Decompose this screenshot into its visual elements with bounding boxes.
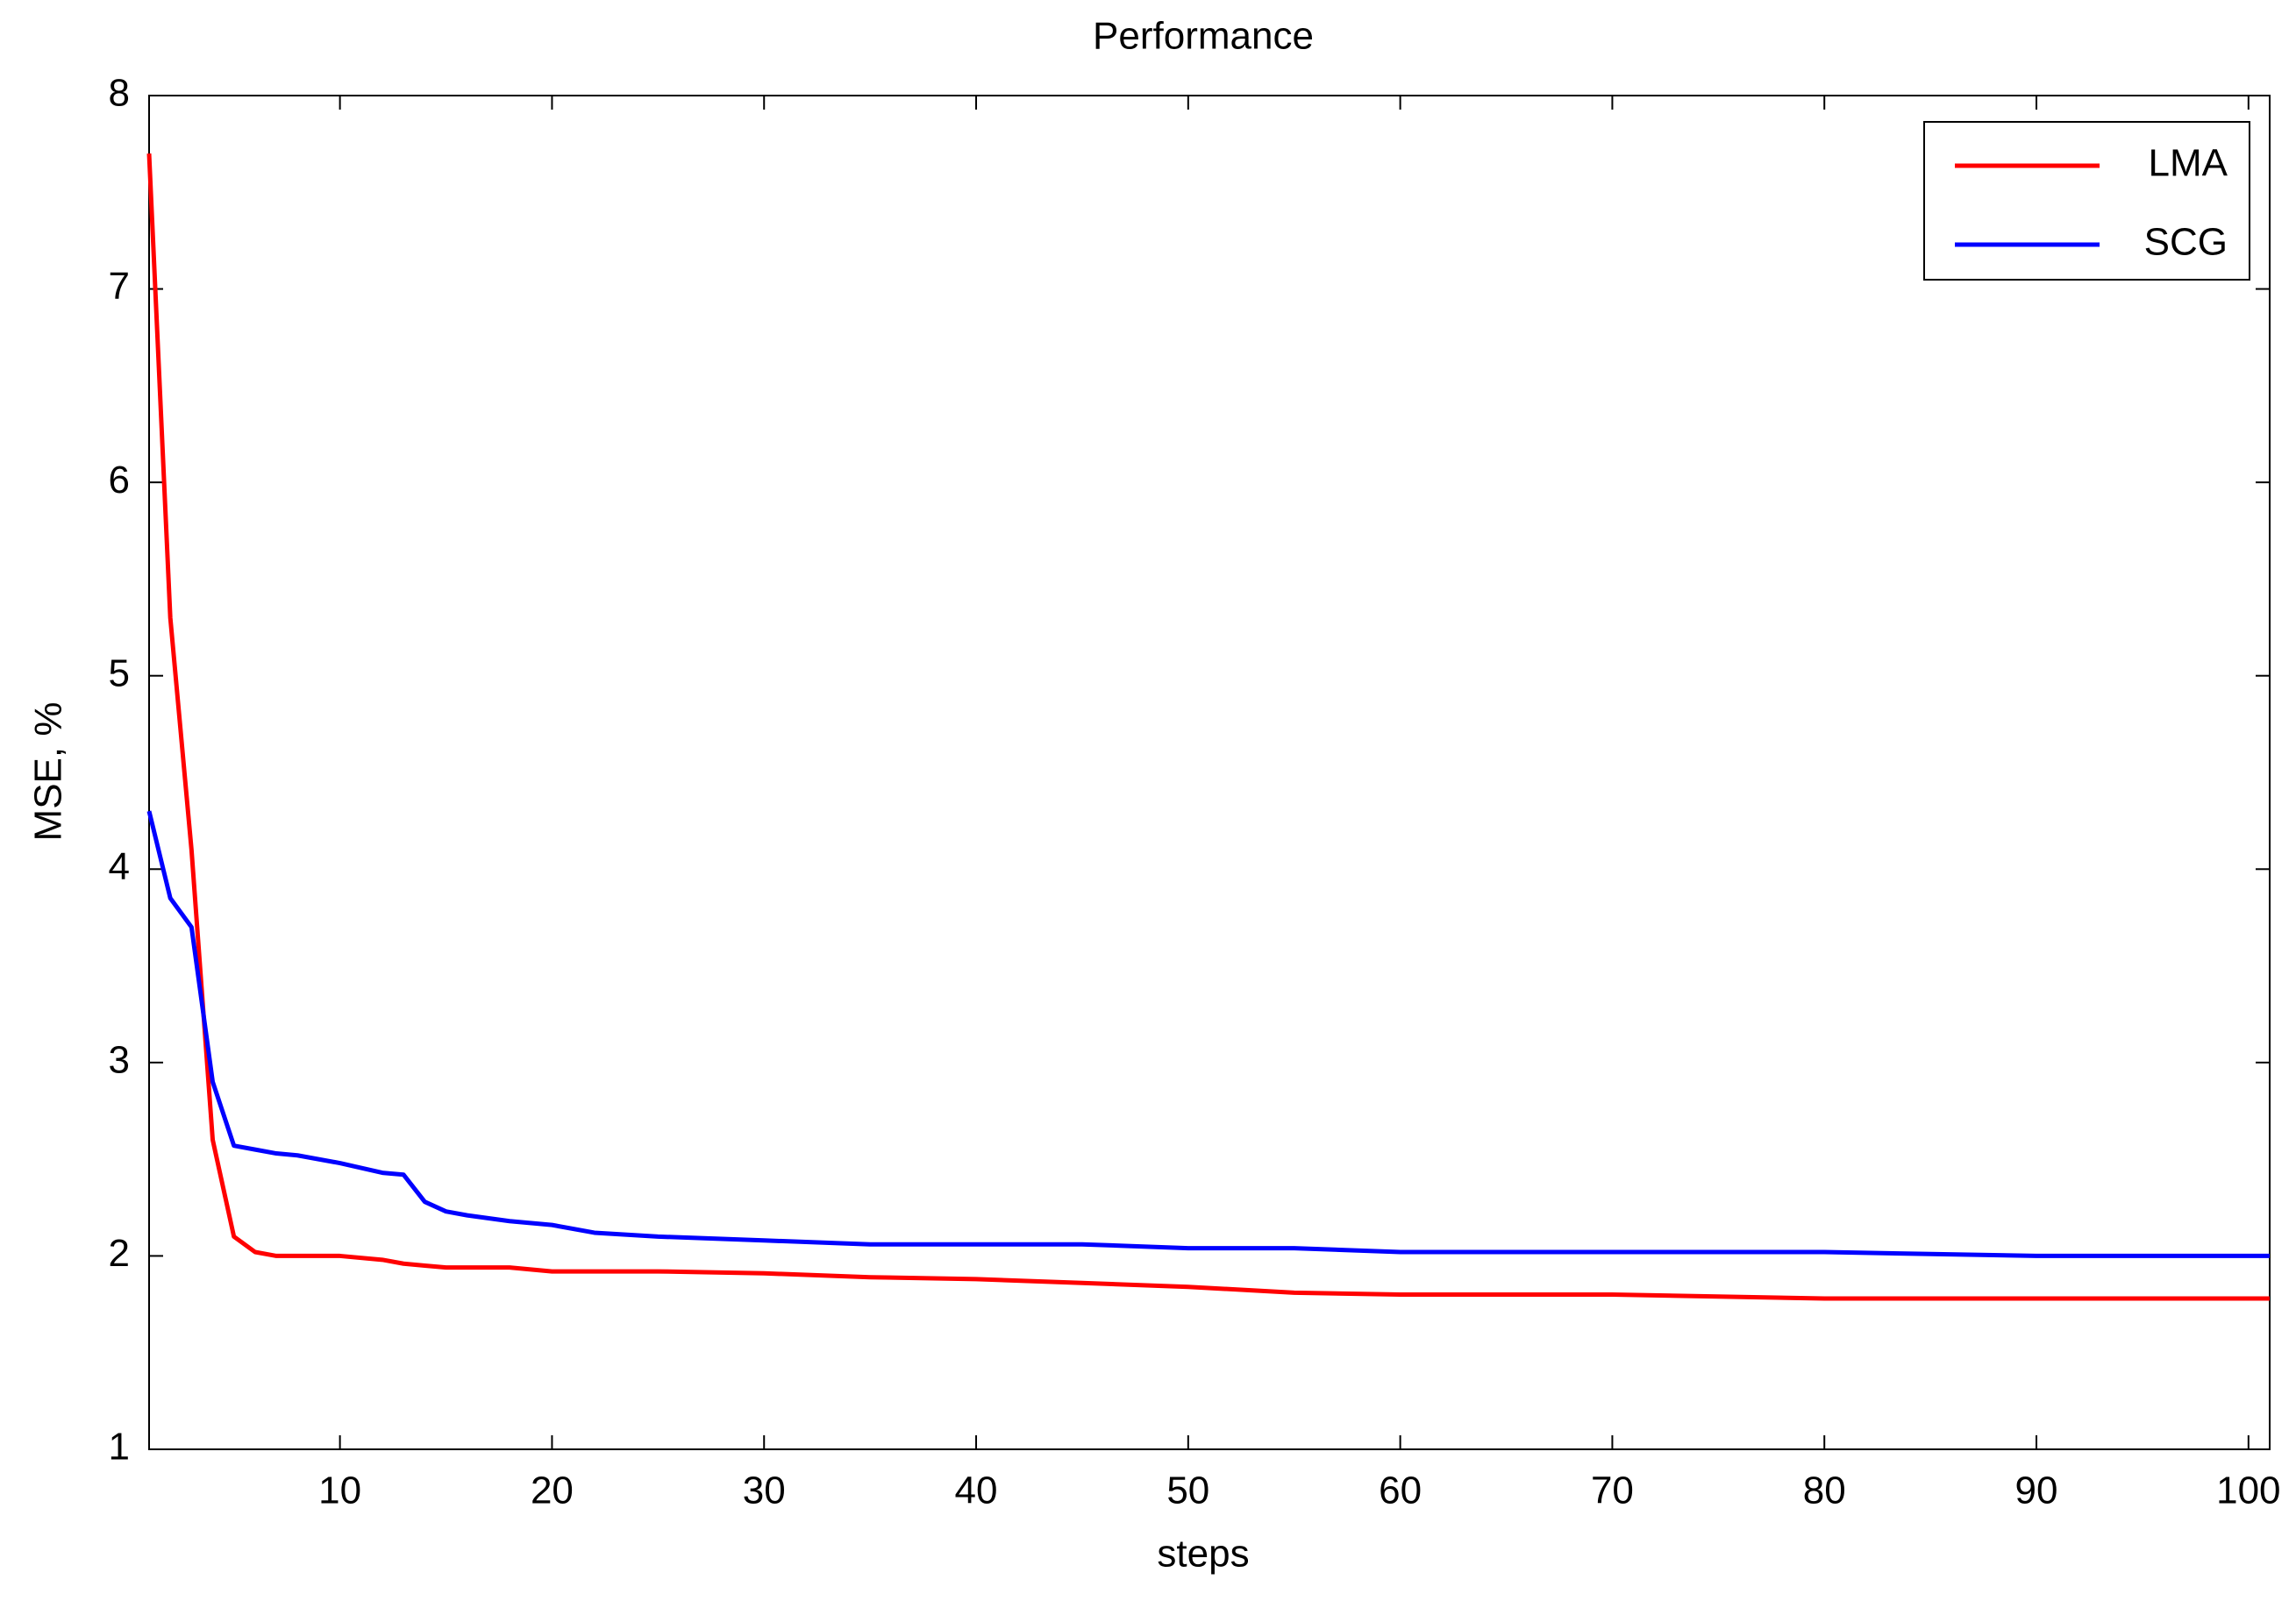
x-tick-label: 60 bbox=[1379, 1469, 1422, 1512]
x-tick-label: 40 bbox=[955, 1469, 998, 1512]
y-tick-label: 7 bbox=[109, 265, 130, 308]
x-tick-label: 70 bbox=[1591, 1469, 1634, 1512]
y-tick-label: 2 bbox=[109, 1232, 130, 1275]
chart-title: Performance bbox=[1093, 15, 1314, 58]
series-line bbox=[146, 810, 2270, 1258]
plot-area bbox=[148, 95, 2271, 1450]
x-tick-label: 90 bbox=[2015, 1469, 2058, 1512]
y-tick-label: 6 bbox=[109, 459, 130, 502]
x-axis-label: steps bbox=[1157, 1533, 1249, 1576]
x-tick-label: 80 bbox=[1803, 1469, 1846, 1512]
legend-label: LMA bbox=[2149, 142, 2228, 185]
y-tick-label: 1 bbox=[109, 1426, 130, 1469]
legend-label: SCG bbox=[2144, 221, 2228, 264]
x-tick-label: 10 bbox=[318, 1469, 361, 1512]
x-tick-label: 20 bbox=[531, 1469, 574, 1512]
x-tick-label: 30 bbox=[743, 1469, 786, 1512]
legend-box bbox=[1923, 121, 2250, 281]
y-tick-label: 4 bbox=[109, 845, 130, 888]
y-tick-label: 5 bbox=[109, 651, 130, 694]
x-tick-label: 50 bbox=[1166, 1469, 1209, 1512]
series-line bbox=[146, 153, 2270, 1301]
y-tick-label: 3 bbox=[109, 1038, 130, 1081]
y-tick-label: 8 bbox=[109, 72, 130, 115]
y-axis-label: MSE, % bbox=[27, 702, 70, 842]
x-tick-label: 100 bbox=[2216, 1469, 2280, 1512]
